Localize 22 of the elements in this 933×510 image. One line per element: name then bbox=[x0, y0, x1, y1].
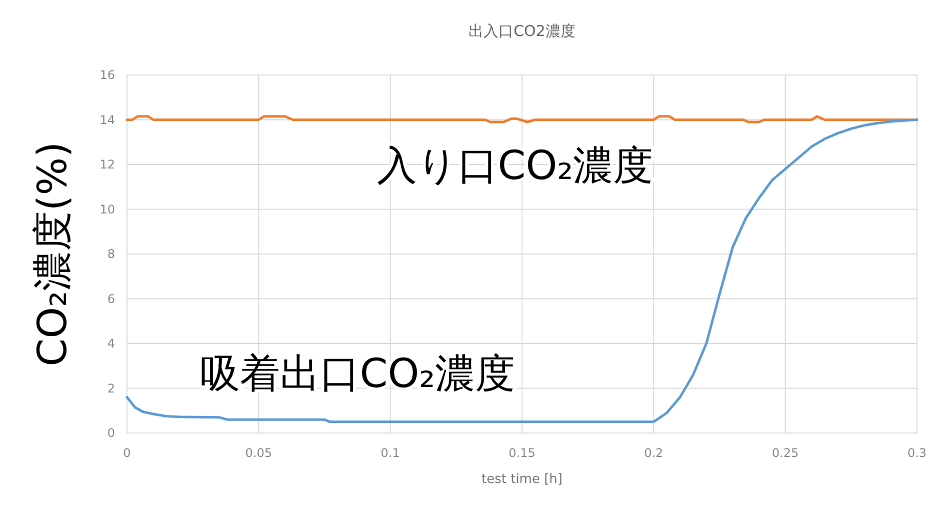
y-tick-label: 14 bbox=[100, 112, 115, 127]
x-tick-label: 0.05 bbox=[245, 446, 272, 460]
y-tick-label: 6 bbox=[107, 292, 115, 306]
x-tick-label: 0.25 bbox=[772, 446, 799, 460]
x-tick-label: 0 bbox=[123, 446, 131, 460]
x-tick-label: 0.15 bbox=[508, 446, 536, 460]
y-tick-label: 2 bbox=[107, 381, 115, 396]
series-label: 入り口CO₂濃度 bbox=[376, 143, 654, 189]
x-axis-title: test time [h] bbox=[482, 472, 562, 487]
y-axis-title: CO₂濃度(%) bbox=[30, 142, 76, 366]
y-tick-label: 10 bbox=[100, 202, 115, 216]
y-tick-label: 16 bbox=[100, 68, 115, 82]
x-tick-label: 0.1 bbox=[380, 446, 400, 460]
y-tick-label: 0 bbox=[107, 426, 115, 440]
y-tick-label: 8 bbox=[107, 247, 115, 261]
y-tick-label: 4 bbox=[107, 336, 115, 350]
x-tick-label: 0.2 bbox=[644, 446, 664, 460]
chart-title: 出入口CO2濃度 bbox=[468, 22, 576, 40]
series-label: 吸着出口CO₂濃度 bbox=[200, 351, 516, 397]
x-tick-label: 0.3 bbox=[907, 446, 927, 460]
line-series bbox=[126, 118, 918, 424]
y-tick-label: 12 bbox=[100, 158, 115, 172]
